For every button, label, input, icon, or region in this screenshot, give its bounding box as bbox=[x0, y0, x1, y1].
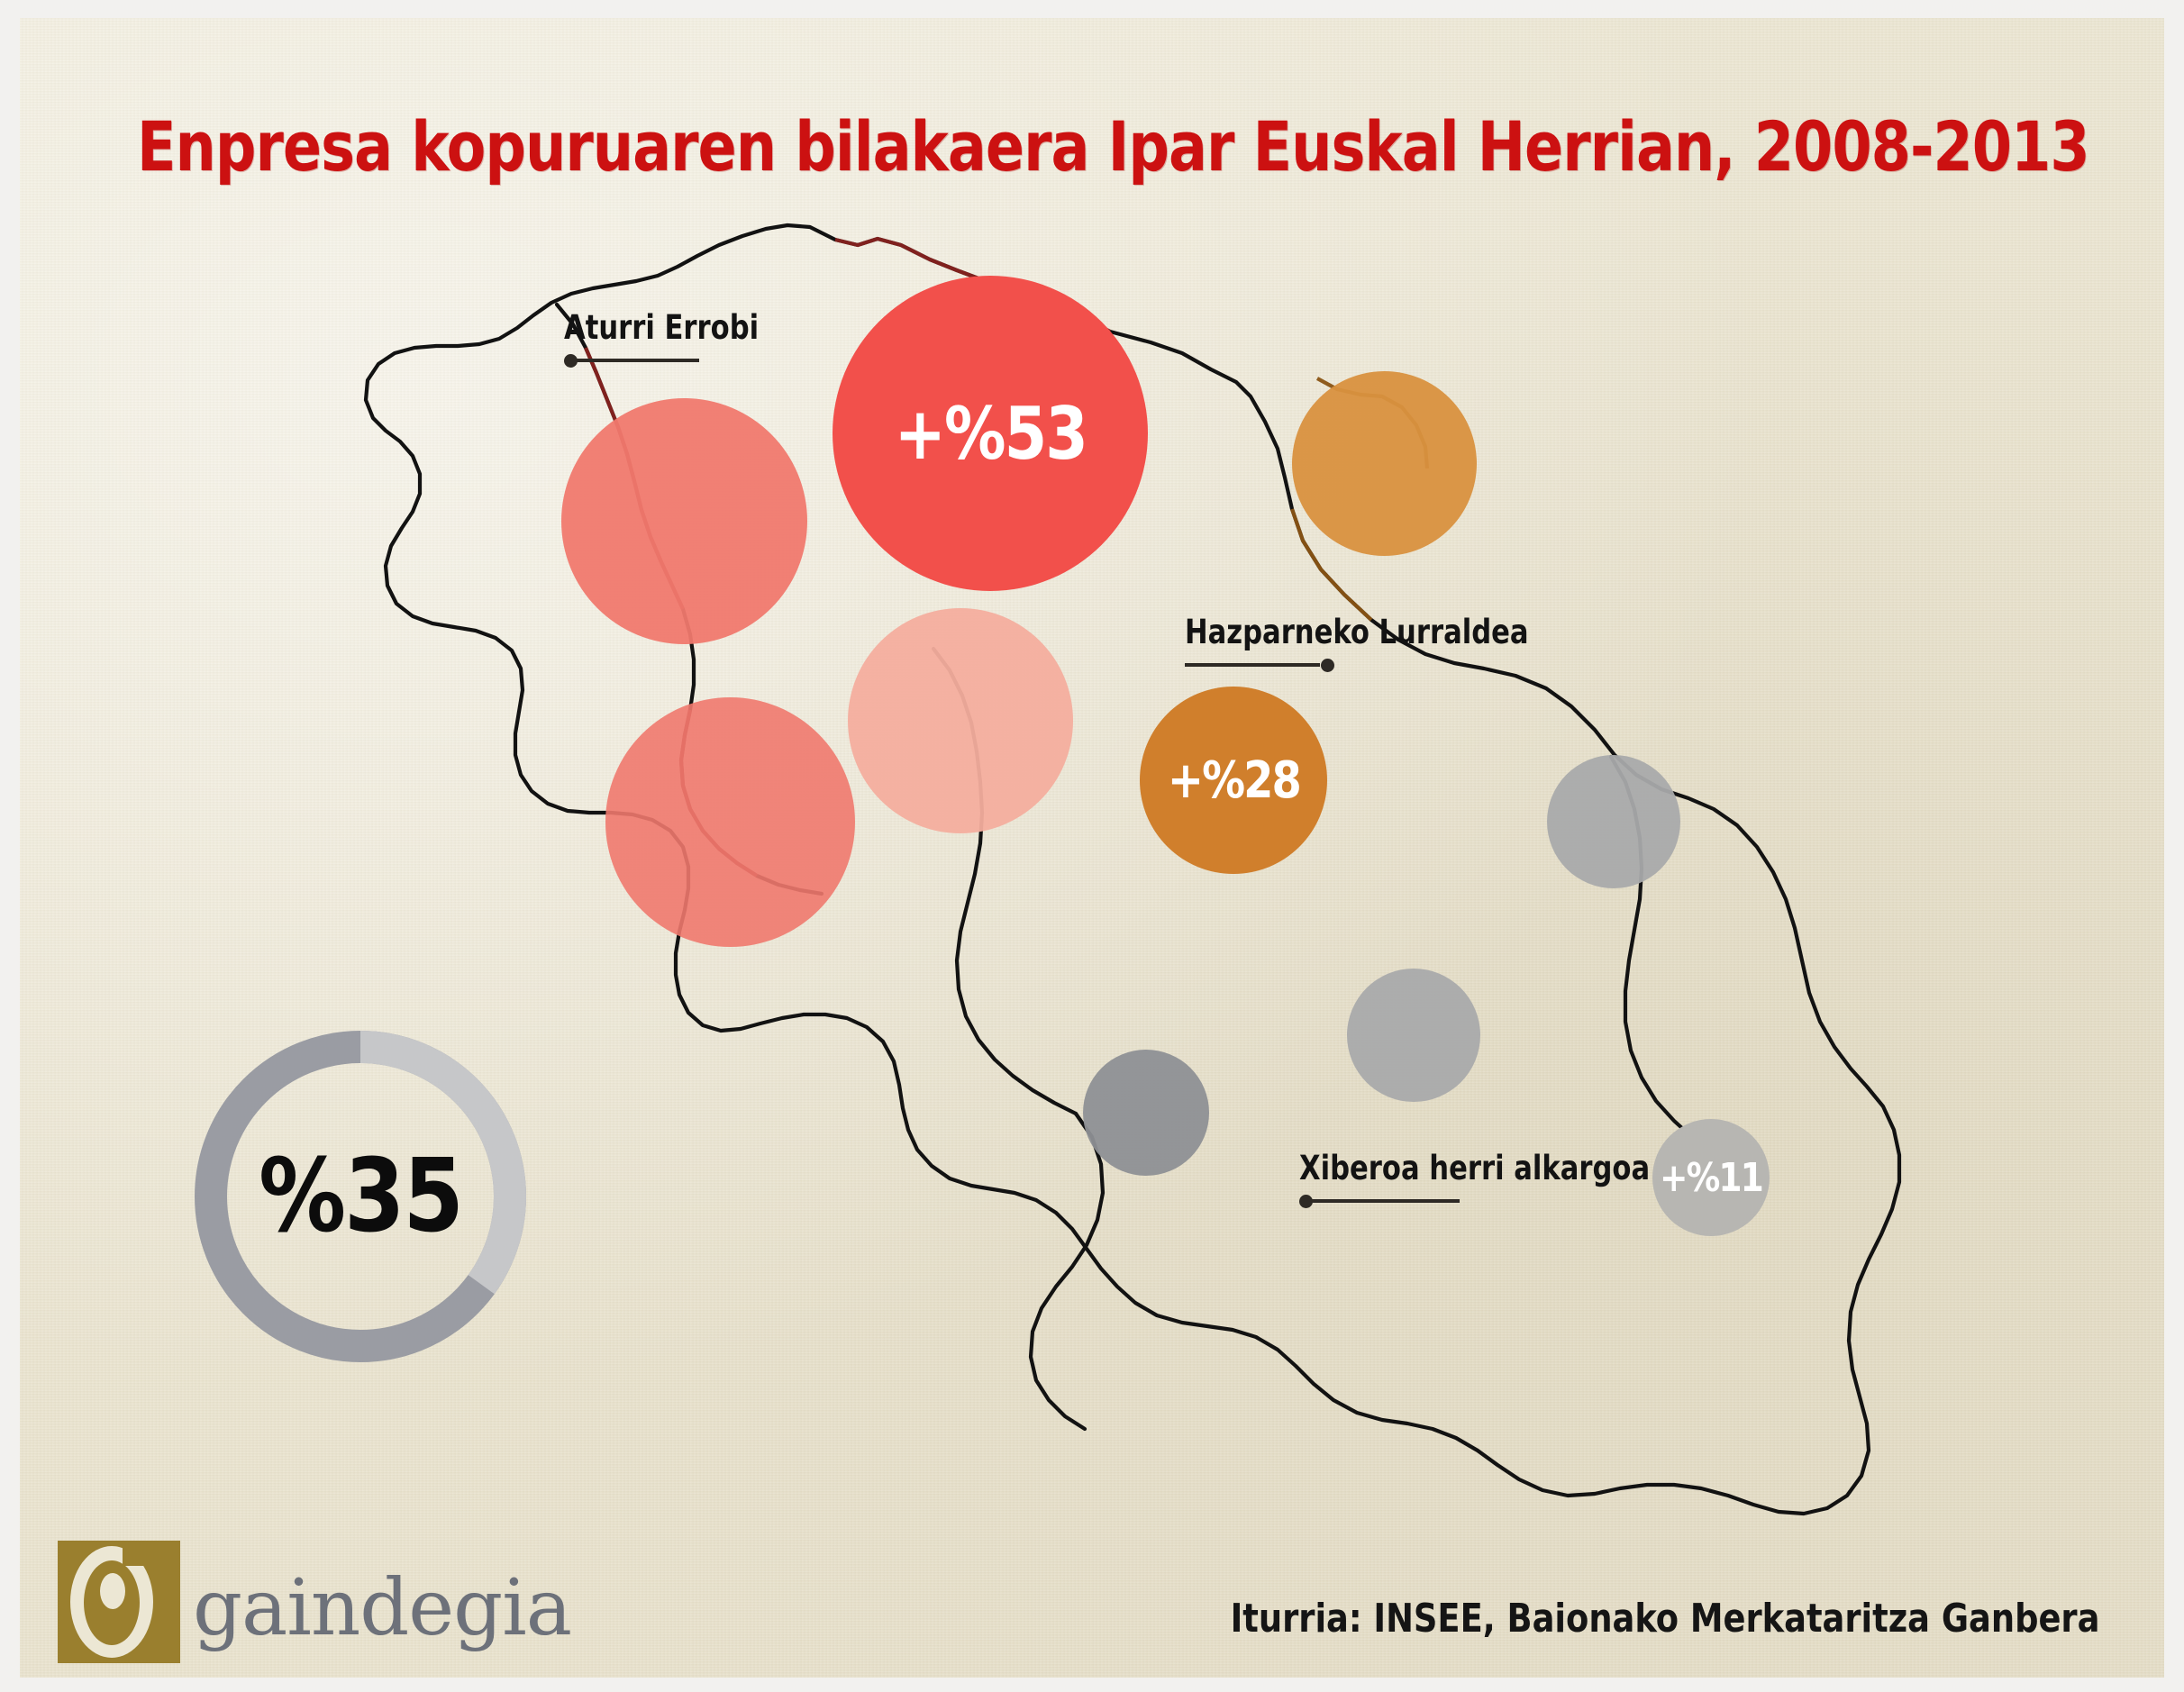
bubble-aturri-errobi-value: +%53 bbox=[894, 391, 1087, 476]
callout-xiberoa-herri-alkargoa-label: Xiberoa herri alkargoa bbox=[1299, 1149, 1651, 1187]
donut-chart-svg bbox=[195, 1031, 526, 1362]
bubble-hazparneko-lurraldea-value: +%28 bbox=[1167, 750, 1301, 810]
poster-canvas: Enpresa kopuruaren bilakaera Ipar Euskal… bbox=[20, 18, 2164, 1678]
callout-hazparneko-lurraldea-label: Hazparneko Lurraldea bbox=[1185, 613, 1529, 651]
page-title: Enpresa kopuruaren bilakaera Ipar Euskal… bbox=[137, 106, 2090, 186]
callout-hazparneko-lurraldea-leader-line bbox=[1185, 659, 1334, 672]
bubble-orange-light-top[interactable] bbox=[1292, 371, 1477, 556]
bubble-red-mid-left[interactable] bbox=[561, 398, 807, 644]
basque-country-map-outline bbox=[363, 223, 1902, 1516]
bubble-pink-light[interactable] bbox=[848, 608, 1073, 833]
callout-aturri-errobi-leader-line bbox=[564, 354, 706, 368]
gaindegia-wordmark: gaindegia bbox=[193, 1563, 572, 1653]
bubble-aturri-errobi[interactable]: +%53 bbox=[833, 276, 1148, 591]
bubble-gray-dark-left[interactable] bbox=[1083, 1050, 1209, 1176]
bubble-hazparneko-lurraldea[interactable]: +%28 bbox=[1140, 687, 1327, 874]
callout-xiberoa-herri-alkargoa-leader-line bbox=[1299, 1195, 1467, 1208]
callout-aturri-errobi-label: Aturri Errobi bbox=[564, 308, 760, 347]
bubble-gray-right-upper[interactable] bbox=[1547, 755, 1680, 888]
donut-value-arc bbox=[195, 1031, 526, 1362]
callout-aturri-errobi[interactable]: Aturri Errobi bbox=[564, 308, 776, 368]
bubble-xiberoa-herri-alkargoa[interactable]: +%11 bbox=[1652, 1119, 1770, 1236]
bubble-gray-mid[interactable] bbox=[1347, 969, 1480, 1102]
callout-xiberoa-herri-alkargoa[interactable]: Xiberoa herri alkargoa bbox=[1299, 1149, 1680, 1208]
bubble-xiberoa-herri-alkargoa-value: +%11 bbox=[1660, 1154, 1764, 1201]
gaindegia-logo[interactable]: gaindegia bbox=[58, 1541, 572, 1663]
donut-value-label: %35 bbox=[259, 1138, 464, 1255]
callout-hazparneko-lurraldea[interactable]: Hazparneko Lurraldea bbox=[1185, 613, 1559, 672]
bubble-red-mid-lower[interactable] bbox=[605, 697, 855, 947]
gaindegia-logo-mark-icon bbox=[58, 1541, 180, 1663]
overall-growth-donut: %35 bbox=[180, 1016, 541, 1377]
source-caption: Iturria: INSEE, Baionako Merkataritza Ga… bbox=[1230, 1596, 2099, 1642]
